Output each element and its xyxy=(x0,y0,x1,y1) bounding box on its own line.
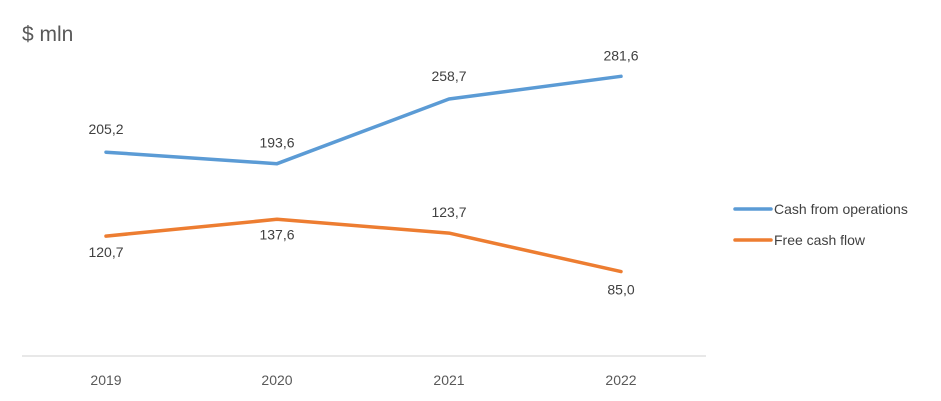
data-label-free-cash-flow-2021: 123,7 xyxy=(431,204,466,220)
legend-label-free-cash-flow: Free cash flow xyxy=(774,232,866,248)
data-label-free-cash-flow-2022: 85,0 xyxy=(607,282,634,298)
data-label-cash-from-operations-2021: 258,7 xyxy=(431,68,466,84)
data-labels: 205,2 193,6 258,7 281,6 120,7 137,6 123,7 85,0 xyxy=(88,47,638,297)
x-tick-label-2020: 2020 xyxy=(261,372,292,388)
series-lines xyxy=(104,74,623,274)
x-axis-tick-labels: 2019 2020 2021 2022 xyxy=(90,372,636,388)
data-label-cash-from-operations-2020: 193,6 xyxy=(259,135,294,151)
legend-item-free-cash-flow: Free cash flow xyxy=(733,232,866,248)
data-label-cash-from-operations-2022: 281,6 xyxy=(603,47,638,63)
x-tick-label-2019: 2019 xyxy=(90,372,121,388)
unit-label: $ mln xyxy=(22,23,73,46)
data-label-free-cash-flow-2020: 137,6 xyxy=(259,226,294,242)
series-line-cash-from-operations xyxy=(104,74,623,166)
data-label-cash-from-operations-2019: 205,2 xyxy=(88,121,123,137)
data-label-free-cash-flow-2019: 120,7 xyxy=(88,244,123,260)
x-tick-label-2022: 2022 xyxy=(605,372,636,388)
legend: Cash from operations Free cash flow xyxy=(733,201,908,248)
series-line-free-cash-flow xyxy=(104,217,623,274)
legend-item-cash-from-operations: Cash from operations xyxy=(733,201,908,217)
x-tick-label-2021: 2021 xyxy=(433,372,464,388)
legend-label-cash-from-operations: Cash from operations xyxy=(774,201,908,217)
